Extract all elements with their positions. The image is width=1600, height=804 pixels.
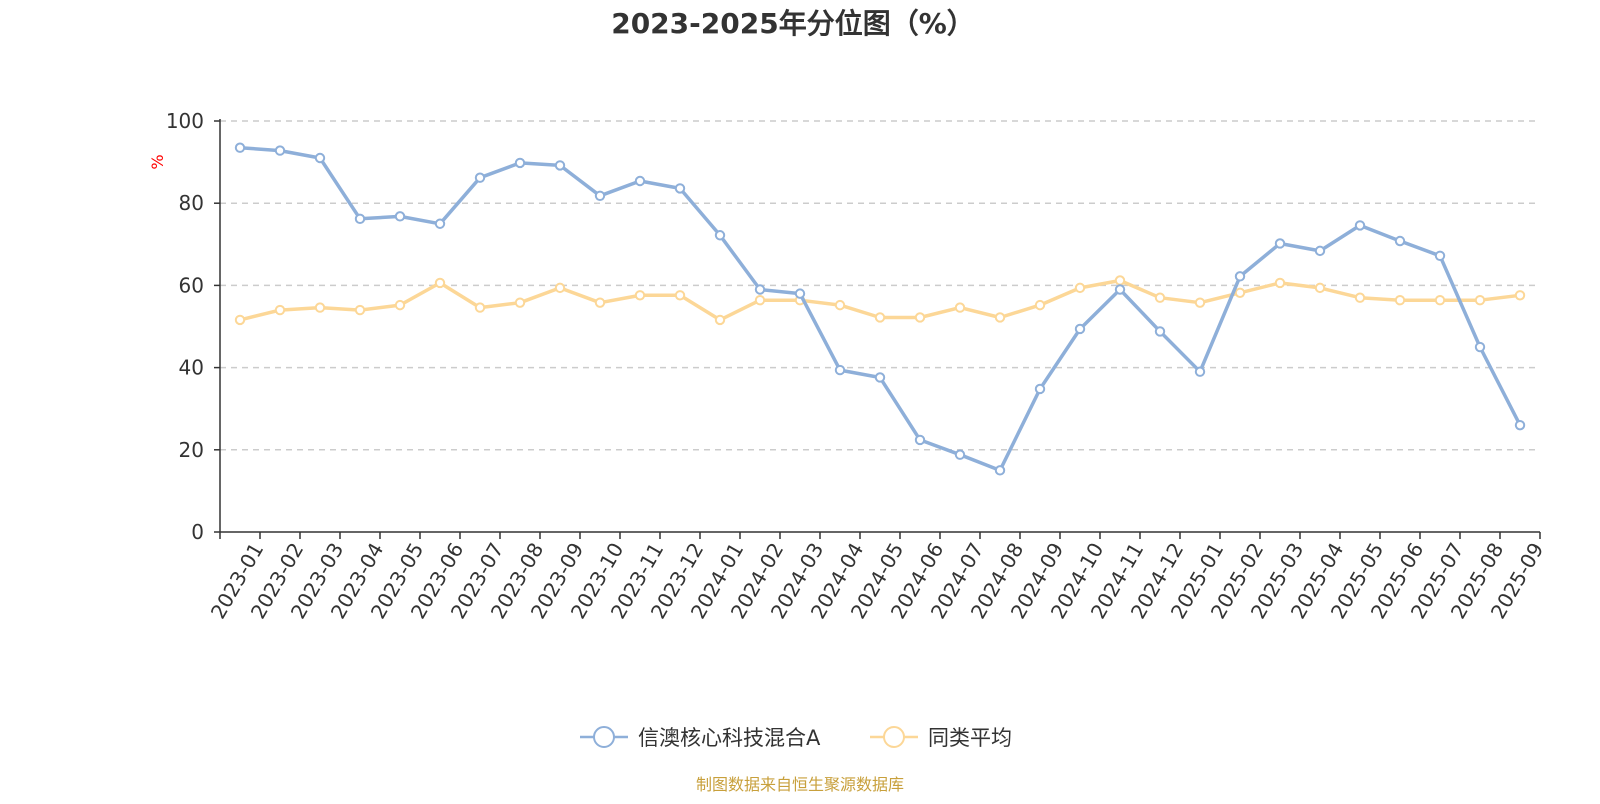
data-point [1194,297,1206,308]
data-point [834,299,846,311]
legend-label: 信澳核心科技混合A [638,726,821,750]
data-point [1074,282,1086,294]
data-point [354,213,366,225]
legend-marker [883,726,905,748]
data-point [1434,294,1446,306]
data-point [314,152,326,164]
data-point [1394,294,1406,306]
data-point [1354,292,1366,303]
data-point [914,434,926,446]
y-tick-label: 80 [179,191,204,215]
legend-item-1[interactable]: 信澳核心科技混合A [580,726,821,750]
data-point [634,175,646,187]
data-point [434,277,446,289]
data-point [1154,292,1166,303]
data-point [274,304,286,316]
data-point [594,190,606,202]
data-point [714,230,726,241]
data-point [874,372,886,383]
series-1 [234,142,1526,476]
data-point [514,157,526,169]
data-point [1274,238,1286,249]
legend-marker [593,726,615,748]
data-point [794,288,806,299]
axes: 020406080100%2023-012023-022023-032023-0… [148,109,1548,623]
data-point [434,218,446,229]
legend[interactable]: 信澳核心科技混合A 同类平均 [580,726,1012,750]
data-point [674,183,686,194]
data-point [1514,290,1526,301]
y-tick-label: 100 [166,109,204,133]
data-point [1074,323,1086,335]
y-tick-label: 0 [191,520,204,544]
data-point [1194,366,1206,377]
data-point [1314,282,1326,294]
data-point [274,145,286,156]
data-point [1114,284,1126,295]
data-point [234,314,246,326]
data-point [474,302,486,313]
chart-title: 2023-2025年分位图（%） [611,7,975,40]
data-point [554,160,566,171]
data-point [1034,299,1046,311]
data-point [874,312,886,323]
data-point [714,314,726,326]
data-point [1114,275,1126,286]
data-point [394,211,406,222]
data-point [234,142,246,153]
series-line [238,145,1522,473]
data-point [914,312,926,323]
data-point [1474,341,1486,353]
data-point [314,302,326,313]
data-point [754,294,766,306]
y-tick-label: 20 [179,438,204,462]
source-note: 制图数据来自恒生聚源数据库 [696,775,904,794]
data-point [1034,383,1046,395]
data-point [354,304,366,316]
series-2 [234,275,1526,326]
data-point [834,364,846,376]
data-point [1354,220,1366,231]
data-point [474,172,486,183]
data-point [1434,250,1446,262]
y-tick-label: 40 [179,356,204,380]
data-point [954,449,966,460]
y-axis-unit-label: % [148,154,167,169]
data-point [1314,245,1326,257]
data-point [1474,294,1486,306]
series-group [234,142,1526,476]
data-point [754,284,766,295]
data-point [1154,326,1166,337]
legend-label: 同类平均 [928,726,1012,750]
data-point [674,290,686,301]
data-point [634,290,646,301]
legend-item-2[interactable]: 同类平均 [870,726,1012,750]
data-point [1274,277,1286,289]
y-tick-label: 60 [179,273,204,297]
data-point [554,282,566,294]
data-point [514,297,526,308]
data-point [594,297,606,308]
grid-lines [220,120,1540,451]
data-point [994,312,1006,323]
data-point [994,465,1006,476]
data-point [1394,235,1406,247]
data-point [394,299,406,311]
data-point [954,302,966,313]
data-point [1234,271,1246,282]
data-point [1234,287,1246,298]
data-point [1514,419,1526,431]
